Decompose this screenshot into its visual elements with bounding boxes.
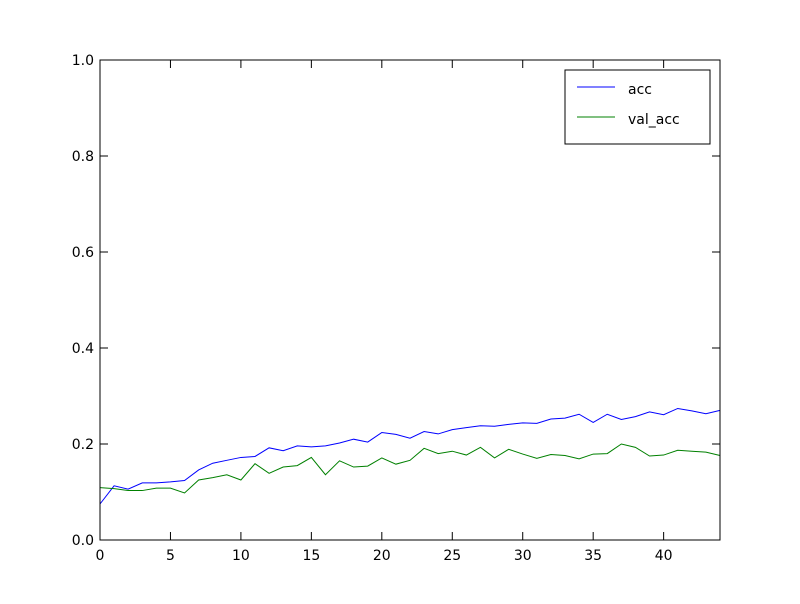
- x-tick-label: 15: [302, 548, 320, 564]
- y-tick-label: 0.2: [72, 437, 94, 453]
- x-tick-label: 20: [373, 548, 391, 564]
- y-tick-label: 0.6: [72, 245, 94, 261]
- x-tick-label: 10: [232, 548, 250, 564]
- x-tick-label: 30: [514, 548, 532, 564]
- legend-label-val-acc: val_acc: [628, 112, 680, 128]
- y-tick-label: 0.8: [72, 149, 94, 165]
- tick-layer: 0 5 10 15 20 25 30 35 40 0.0 0.2 0.4 0.6 0.8 1.0: [72, 53, 720, 564]
- x-tick-label: 35: [584, 548, 602, 564]
- plot-frame: [99, 59, 721, 541]
- y-tick-label: 0.0: [72, 533, 94, 549]
- series-line-acc: [99, 407, 721, 505]
- legend: acc val_acc: [564, 69, 711, 145]
- legend-label-acc: acc: [628, 82, 652, 98]
- x-tick-label: 40: [655, 548, 673, 564]
- y-tick-label: 1.0: [72, 53, 94, 69]
- x-tick-label: 5: [166, 548, 175, 564]
- y-tick-label: 0.4: [72, 341, 94, 357]
- series-layer: [99, 407, 721, 505]
- series-line-val-acc: [99, 443, 721, 494]
- x-tick-label: 0: [96, 548, 105, 564]
- x-tick-label: 25: [443, 548, 461, 564]
- legend-box: [564, 69, 711, 145]
